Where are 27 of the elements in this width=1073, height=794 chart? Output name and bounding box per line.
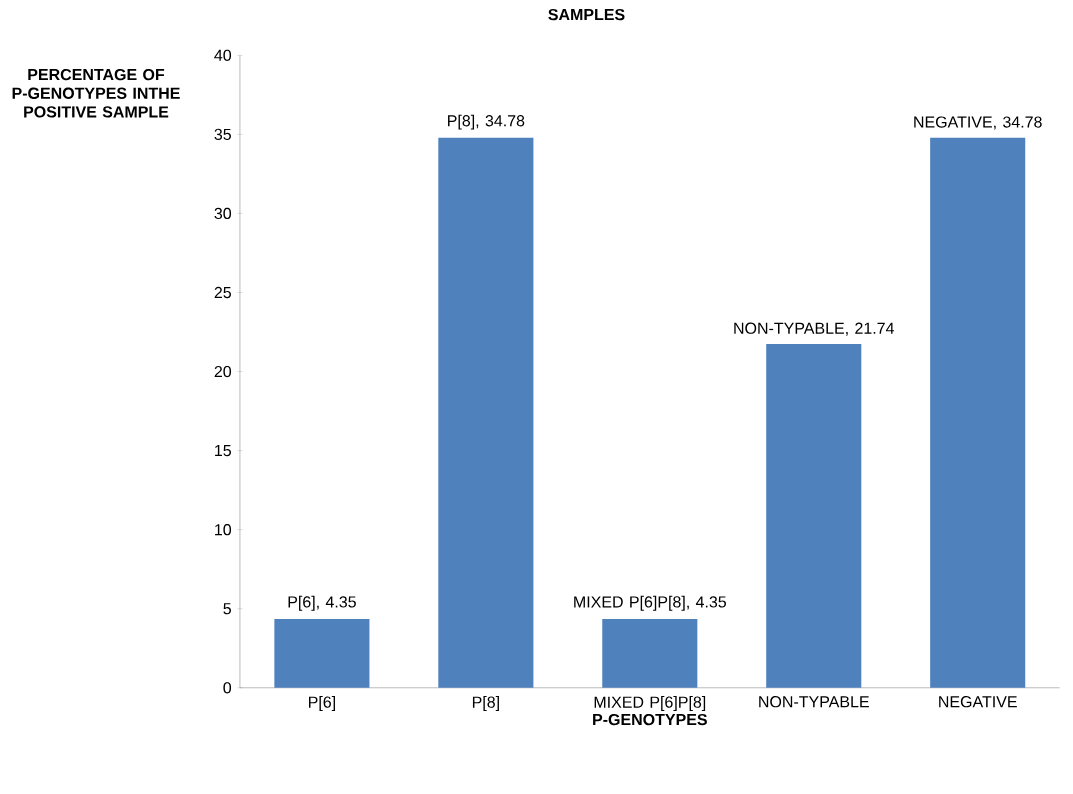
bar <box>766 344 862 688</box>
data-label: P[8], 34.78 <box>448 114 525 130</box>
y-tick-label: 20 <box>214 366 232 378</box>
x-tick-label: MIXED P[6]P[8] <box>594 696 706 712</box>
chart-title: SAMPLES <box>548 9 625 21</box>
data-label: NON-TYPABLE, 21.74 <box>734 322 895 336</box>
y-tick-label: 30 <box>214 207 232 220</box>
x-tick-label: P[8] <box>472 696 499 712</box>
bar <box>930 137 1026 688</box>
data-label: MIXED P[6]P[8], 4.35 <box>574 595 727 611</box>
x-tick-label: P[6] <box>309 696 335 712</box>
y-tick-label: 25 <box>214 286 231 299</box>
bar <box>274 619 370 688</box>
y-tick-label: 35 <box>214 128 231 141</box>
y-tick-label: 10 <box>215 524 232 536</box>
bar <box>602 619 698 688</box>
y-tick-label: 15 <box>215 445 231 457</box>
x-tick-label: NEGATIVE <box>939 696 1017 708</box>
data-label: P[6], 4.35 <box>288 595 356 611</box>
data-label: NEGATIVE, 34.78 <box>914 116 1042 130</box>
y-axis-title: PERCENTAGE OF P-GENOTYPES INTHE POSITIVE SAMPLE <box>12 69 180 118</box>
x-tick-label: NON-TYPABLE <box>759 696 869 708</box>
y-tick-label: 5 <box>223 603 231 615</box>
bar <box>438 137 534 688</box>
y-tick-label: 40 <box>214 49 232 62</box>
y-tick-label: 0 <box>223 682 232 694</box>
x-axis-title: P-GENOTYPES <box>593 714 707 726</box>
